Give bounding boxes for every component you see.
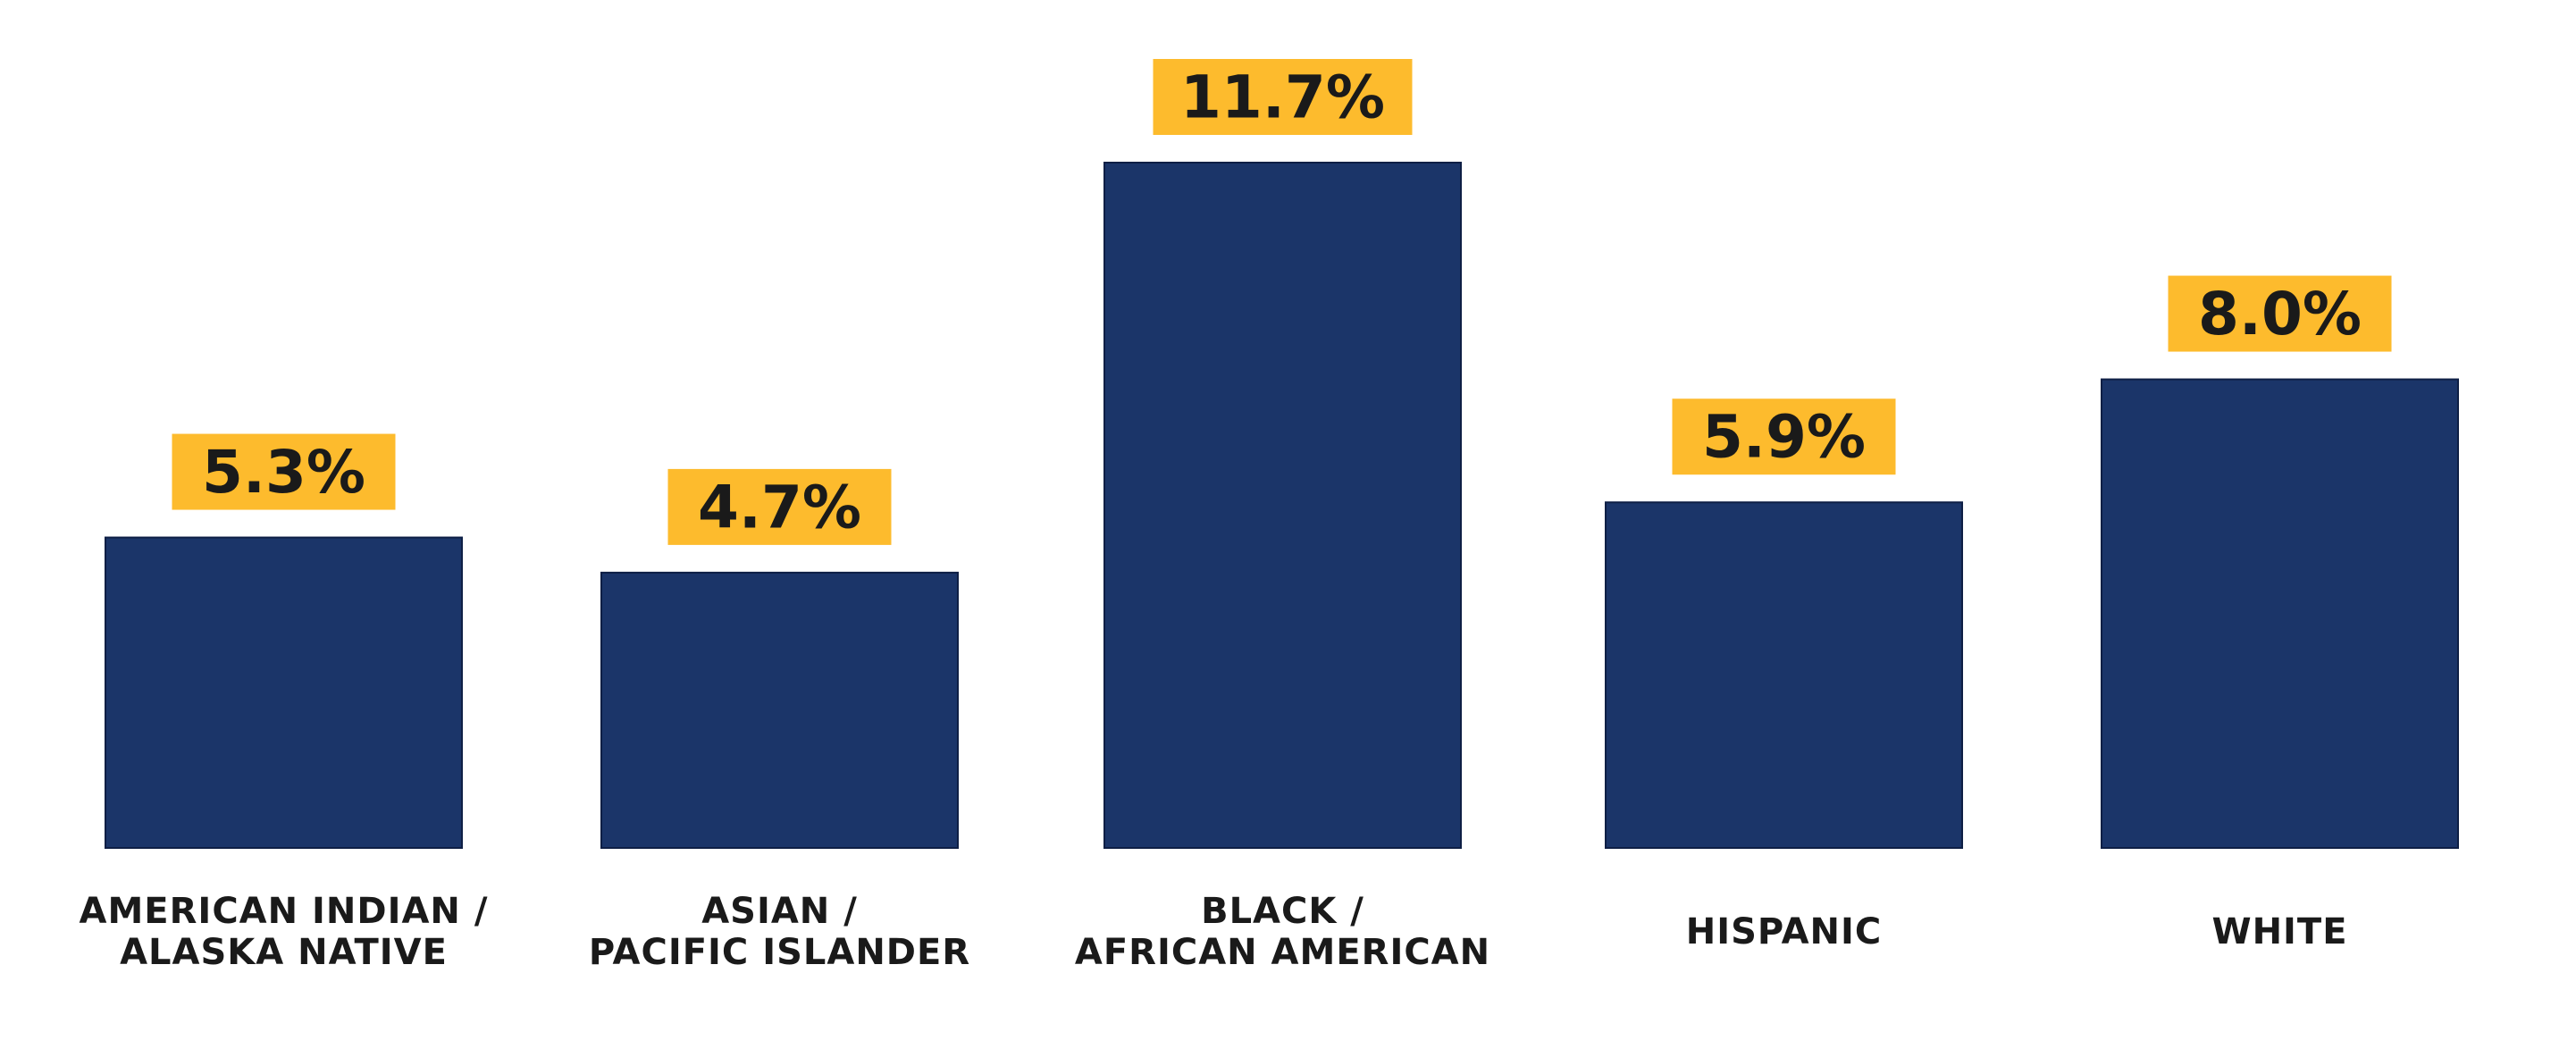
x-tick-label: HISPANIC: [1685, 911, 1883, 952]
value-label-box: [2168, 275, 2392, 352]
value-label: 8.0%: [2198, 280, 2362, 348]
bar: [1605, 501, 1963, 849]
x-tick-label: AMERICAN INDIAN / ALASKA NATIVE: [79, 891, 489, 973]
bar: [105, 536, 463, 849]
value-label: 5.3%: [202, 438, 365, 507]
value-label-box: [667, 468, 892, 545]
x-tick-label: ASIAN / PACIFIC ISLANDER: [588, 891, 971, 973]
bar: [600, 571, 959, 850]
bar: [1103, 162, 1462, 849]
bar: [2101, 378, 2459, 849]
value-label-box: [1672, 398, 1896, 475]
value-label: 11.7%: [1180, 63, 1385, 132]
x-tick-label: WHITE: [2211, 911, 2348, 952]
x-tick-label: BLACK / AFRICAN AMERICAN: [1074, 891, 1491, 973]
value-label-box: [172, 433, 396, 510]
value-label: 5.9%: [1702, 403, 1866, 472]
value-label: 4.7%: [698, 473, 861, 541]
value-label-box: [1153, 59, 1413, 135]
